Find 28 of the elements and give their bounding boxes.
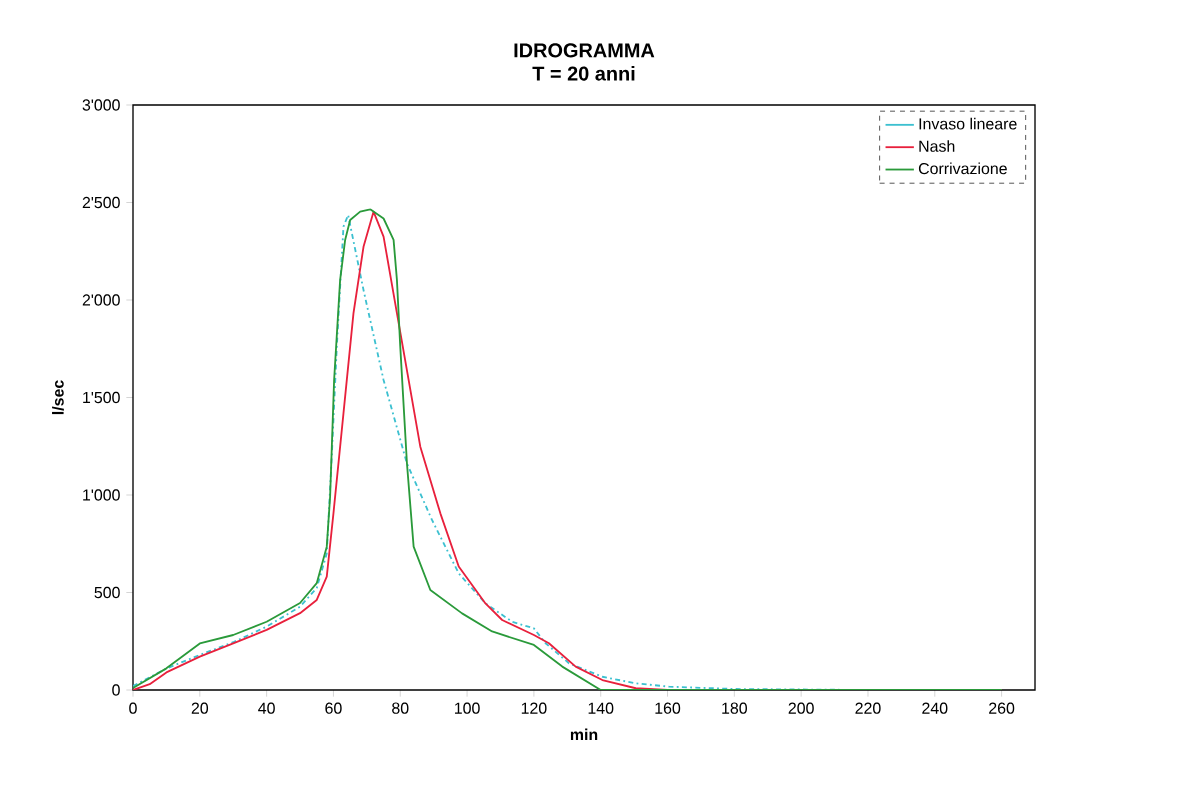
y-axis-title: l/sec xyxy=(52,380,64,415)
chart-title: IDROGRAMMA xyxy=(514,43,655,58)
x-tick-label: 140 xyxy=(588,702,614,714)
legend-label: Corrivazione xyxy=(918,162,1007,175)
x-tick-label: 160 xyxy=(655,702,681,714)
x-tick-label: 240 xyxy=(922,702,948,714)
x-tick-label: 120 xyxy=(521,702,547,714)
y-tick-label: 1'500 xyxy=(83,391,120,404)
x-tick-label: 80 xyxy=(392,702,409,714)
x-tick-label: 60 xyxy=(325,702,342,714)
y-tick-label: 0 xyxy=(112,684,120,696)
x-tick-label: 260 xyxy=(989,702,1015,714)
y-tick-label: 2'000 xyxy=(82,294,120,306)
chart-subtitle: T = 20 anni xyxy=(532,66,635,81)
x-tick-label: 200 xyxy=(788,702,814,714)
y-tick-label: 2'500 xyxy=(82,196,120,209)
y-tick-label: 3'000 xyxy=(82,99,120,111)
x-tick-label: 180 xyxy=(722,702,747,714)
y-tick-label: 1'000 xyxy=(83,489,120,501)
y-tick-label: 500 xyxy=(94,586,120,599)
x-axis-title: min xyxy=(570,728,598,741)
x-tick-label: 220 xyxy=(855,702,881,714)
x-tick-label: 100 xyxy=(455,702,480,714)
x-tick-label: 0 xyxy=(129,702,137,714)
x-tick-label: 40 xyxy=(258,702,275,714)
x-tick-label: 20 xyxy=(191,702,209,714)
legend-label: Invaso lineare xyxy=(919,117,1017,130)
legend-label: Nash xyxy=(919,140,955,152)
